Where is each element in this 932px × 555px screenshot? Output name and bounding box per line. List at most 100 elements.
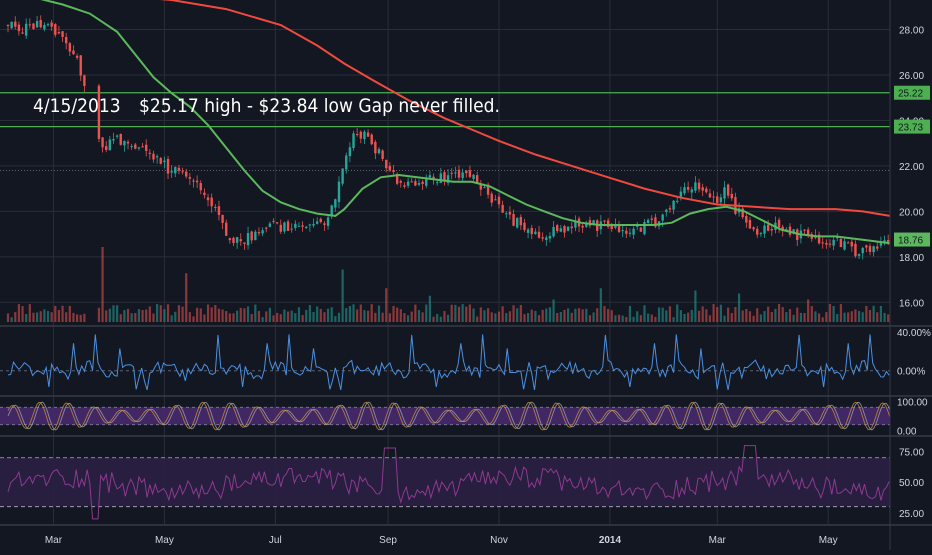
volume-bar [508, 311, 512, 322]
candle [494, 194, 497, 201]
candle [312, 218, 315, 228]
candle [239, 233, 242, 246]
candle [377, 147, 381, 155]
candle-body [592, 220, 595, 224]
candle-body [348, 147, 352, 157]
candle-body [556, 225, 559, 232]
volume-bar [676, 304, 679, 322]
volume-bar [443, 311, 446, 322]
candle [479, 179, 483, 196]
candle-body [643, 222, 646, 235]
time-axis[interactable]: Mar May Jul Sep Nov 2014 Mar May [45, 535, 838, 546]
candle [228, 237, 232, 244]
candle-body [414, 181, 417, 186]
candle [39, 15, 42, 29]
candle-body [421, 181, 424, 184]
candle-body [108, 139, 112, 151]
candle [392, 164, 395, 175]
candle [330, 204, 333, 219]
volume-bar [305, 309, 308, 322]
volume-bar [217, 308, 221, 322]
volume-bar [152, 313, 155, 322]
candle-body [828, 243, 832, 245]
candle-body [345, 155, 348, 170]
price-axis[interactable]: 28.0026.0024.0022.0020.0018.0016.0025.22… [894, 26, 931, 520]
candle [646, 218, 650, 224]
volume-bar [414, 304, 417, 322]
volume-bar [683, 313, 686, 322]
candle [72, 45, 75, 55]
candle-body [628, 232, 632, 234]
candle [366, 129, 370, 137]
volume-bar [290, 310, 293, 322]
volume-bar [672, 317, 675, 322]
candle-body [341, 168, 344, 184]
candle [545, 235, 548, 246]
candle [326, 215, 330, 230]
volume-bar [46, 310, 50, 322]
volume-bar [636, 311, 639, 322]
candle [272, 218, 275, 224]
candle-body [461, 172, 464, 179]
candle [166, 156, 170, 180]
volume-bar [425, 304, 428, 322]
moving-average-line [40, 0, 891, 245]
volume-bar [697, 310, 701, 322]
candle-body [403, 185, 406, 187]
candle-body [199, 183, 202, 191]
candle-body [879, 241, 883, 246]
candle-body [10, 21, 13, 29]
candle [24, 18, 28, 39]
candle [643, 219, 646, 236]
candle [297, 222, 301, 227]
candle-body [763, 225, 766, 234]
candle-body [701, 187, 704, 191]
volume-bar [185, 273, 188, 322]
candle [406, 177, 410, 189]
candle-body [254, 231, 257, 241]
candle [159, 156, 162, 165]
volume-bar [625, 317, 628, 322]
volume-bar [759, 314, 762, 322]
oscillator-tick-label: 100.00 [897, 397, 928, 408]
volume-bar [785, 312, 788, 322]
candle-body [850, 241, 854, 247]
candle-body [239, 239, 242, 242]
volume-bar [406, 315, 410, 322]
volume-bar [745, 309, 748, 322]
volume-bar [668, 306, 672, 322]
candle [192, 178, 195, 188]
candle [181, 167, 184, 175]
candle-body [119, 133, 122, 145]
candle [337, 176, 341, 209]
candle [461, 168, 464, 182]
candle-body [134, 144, 137, 149]
candle [352, 130, 355, 151]
lower-tick-label: 25.00 [899, 509, 924, 520]
volume-bar [177, 305, 181, 322]
volume-bar [268, 307, 271, 322]
candle [203, 188, 206, 199]
price-marker-badge [894, 85, 930, 100]
candle-body [512, 213, 515, 226]
candle-body [548, 236, 552, 239]
volume-bar [472, 308, 475, 322]
volume-bar [457, 306, 461, 322]
volume-bar [410, 311, 413, 322]
candle [57, 26, 61, 35]
volume-bar [72, 312, 75, 322]
volume-bar [828, 304, 832, 322]
candle-body [865, 245, 868, 248]
volume-bar [563, 309, 566, 322]
volume-bar [130, 313, 133, 322]
volume-bar [643, 305, 646, 322]
candle-body [28, 24, 32, 26]
candle-body [406, 181, 410, 186]
volume-bar [465, 306, 468, 322]
volume-bar [312, 312, 315, 322]
candle [817, 231, 821, 245]
candle-body [817, 234, 821, 244]
volume-bar [239, 307, 242, 322]
volume-bar [148, 306, 151, 322]
volume-bar [792, 314, 795, 322]
